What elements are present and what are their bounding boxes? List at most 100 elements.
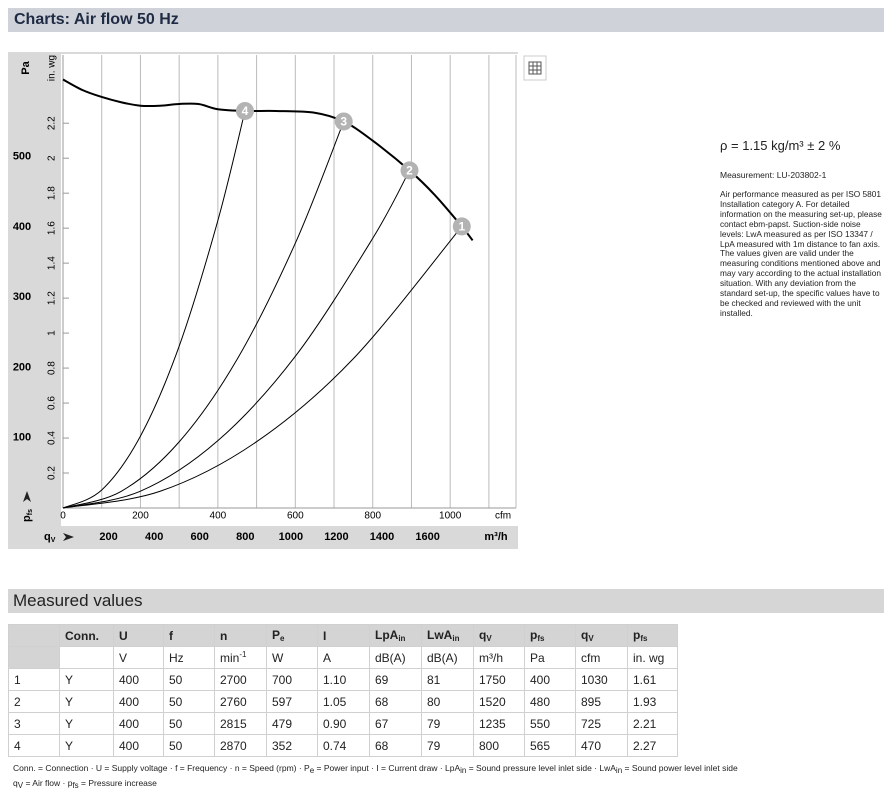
footnote-text: = Power input · I = Current draw · LpA [314,763,461,773]
table-cell: 565 [524,734,576,757]
x2-tick-label: 1000 [279,531,303,543]
description-line: The values given are valid under the [720,248,854,259]
system-curve [62,121,345,509]
table-cell: 1.10 [317,668,370,691]
cell-text: q [581,628,589,642]
footnote-text: = Air flow · p [23,778,73,788]
x2-tick-label: 400 [145,531,163,543]
table-cell: 2.27 [627,734,678,757]
description-line: standard set-up, the specific values hav… [720,288,880,299]
x-tick-label: 0 [60,511,66,522]
cell-text: 69 [375,672,389,687]
x-quantity-main: q [44,531,51,543]
table-cell: pfs [627,624,678,647]
table-icon[interactable] [523,55,547,81]
cell-text: 80 [427,694,441,709]
y-tick-label: 2 [47,155,58,161]
table-cell: 1030 [575,668,628,691]
footnote-sub: in [460,766,467,775]
cell-sub: in [452,634,460,643]
description-line: situation. With any deviation from the [720,278,857,289]
table-cell: 597 [266,690,318,713]
y-tick-label: 1.2 [47,291,58,305]
table-cell: 3 [8,712,60,735]
table-cell: qV [575,624,628,647]
table-cell [59,646,114,669]
cell-text: 50 [169,738,183,753]
table-cell: 79 [421,712,474,735]
cell-text: 0.90 [323,716,347,731]
table-cell: pfs [524,624,576,647]
cell-text: 700 [272,672,293,687]
table-cell: W [266,646,318,669]
x-tick-label: 800 [364,511,381,522]
cell-text: 50 [169,716,183,731]
cell-text: 2.21 [633,716,657,731]
table-cell: Y [59,690,114,713]
table-cell: 470 [575,734,628,757]
description-line: information on the measuring set-up, ple… [720,208,882,219]
cell-text: 479 [272,716,293,731]
description-line: measuring conditions mentioned above and [720,258,881,269]
table-cell: A [317,646,370,669]
footnote-sub: fs [72,781,79,790]
operating-point-label: 1 [458,220,465,234]
table-cell: dB(A) [369,646,422,669]
table-cell: in. wg [627,646,678,669]
cell-text: 68 [375,694,389,709]
y-tick-label: 0.2 [47,466,58,480]
section-bar: Measured values [8,589,884,613]
cell-sub: V [588,634,594,643]
table-cell: 400 [113,734,164,757]
cell-text: Y [65,738,74,753]
footnote-text: Conn. = Connection · U = Supply voltage … [13,763,310,773]
notes: ρ = 1.15 kg/m³ ± 2 % Measurement: LU-203… [720,138,890,319]
table-icon-glyph [528,61,542,75]
cell-text: 2700 [220,672,247,687]
plot-area [61,54,518,526]
system-curve [62,226,463,509]
table-cell: f [163,624,215,647]
cell-text: V [119,650,128,665]
cell-text: 68 [375,738,389,753]
table-cell: 352 [266,734,318,757]
y-tick-label: 0.8 [47,361,58,375]
footnote: qV = Air flow · pfs = Pressure increase [13,778,157,790]
y-tick-label: 1 [47,330,58,336]
arrow [23,491,31,502]
cell-text: LwA [427,628,453,642]
x-tick-label: 600 [287,511,304,522]
x2-tick-label: 1200 [324,531,348,543]
cell-text: 725 [581,716,602,731]
cell-text: 565 [530,738,551,753]
system-curve [62,170,410,509]
table-cell: min-1 [214,646,267,669]
cell-text: 895 [581,694,602,709]
description-line: may vary according to the actual install… [720,268,881,279]
x-tick-label: 200 [132,511,149,522]
y-tick-label: 1.6 [47,221,58,235]
table-cell: Y [59,734,114,757]
cell-text: Hz [169,650,184,665]
table-cell: 79 [421,734,474,757]
y-axis-unit: in. wg [47,55,58,81]
table-cell: qV [473,624,525,647]
title-bar: Charts: Air flow 50 Hz [8,8,884,32]
cell-text: 470 [581,738,602,753]
cell-text: 3 [14,716,21,731]
table-cell: Y [59,668,114,691]
description-line: be checked and reviewed with the unit [720,297,861,308]
cell-sub: V [486,634,492,643]
table-cell: 1235 [473,712,525,735]
cell-text: 400 [530,672,551,687]
table-cell: 1.61 [627,668,678,691]
table-cell: 50 [163,668,215,691]
cell-text: Y [65,716,74,731]
table-cell: 69 [369,668,422,691]
table-cell: 550 [524,712,576,735]
table-cell: 479 [266,712,318,735]
y2-tick-label: 200 [13,361,31,373]
y2-tick-label: 400 [13,221,31,233]
